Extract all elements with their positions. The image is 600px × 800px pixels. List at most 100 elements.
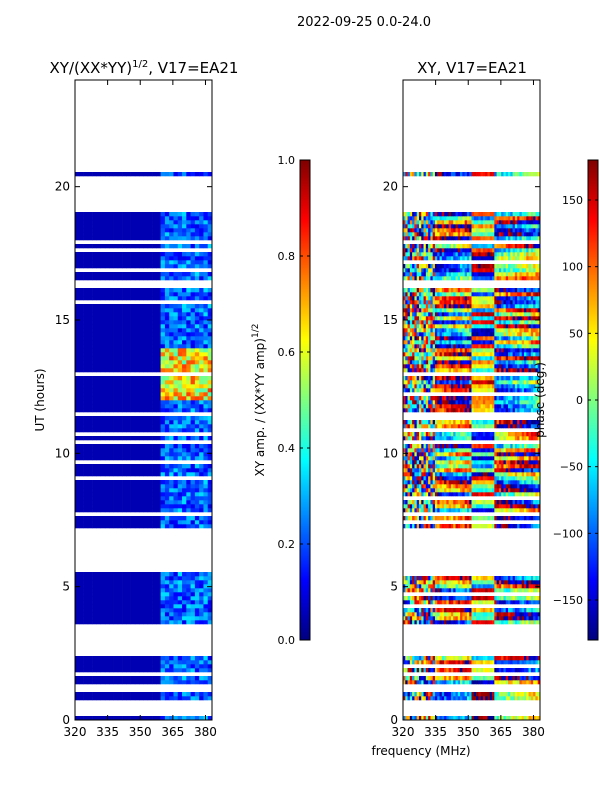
heatmap-cell [480,608,484,613]
heatmap-cell [117,376,123,381]
heatmap-cell [423,464,427,469]
heatmap-cell [434,452,438,457]
heatmap-cell [126,224,131,229]
heatmap-cell [100,224,106,229]
heatmap-cell [428,612,431,617]
heatmap-cell [130,596,136,601]
heatmap-cell [439,584,443,589]
heatmap-cell [96,676,101,681]
heatmap-cell [134,504,140,509]
heatmap-cell [460,668,463,673]
heatmap-cell [130,256,136,261]
heatmap-cell [207,364,213,369]
heatmap-cell [416,484,420,489]
heatmap-cell [462,492,465,497]
heatmap-cell [126,592,131,597]
phase-heatmap[interactable] [403,80,541,721]
heatmap-cell [139,612,144,617]
heatmap-cell [83,292,89,297]
heatmap-cell [194,448,200,453]
heatmap-cell [457,464,461,469]
heatmap-cell [405,516,408,521]
heatmap-cell [87,584,93,589]
heatmap-cell [421,464,424,469]
heatmap-cell [508,716,511,721]
heatmap-cell [79,692,84,697]
heatmap-cell [203,172,209,177]
heatmap-cell [113,600,119,605]
heatmap-cell [416,588,420,593]
heatmap-cell [519,476,523,481]
heatmap-cell [203,336,209,341]
heatmap-cell [83,316,89,321]
heatmap-cell [87,368,93,373]
heatmap-cell [83,456,89,461]
heatmap-cell [517,500,520,505]
heatmap-cell [96,368,101,373]
heatmap-cell [126,260,131,265]
heatmap-cell [492,620,495,625]
heatmap-cell [130,612,136,617]
heatmap-cell [164,380,170,385]
heatmap-cell [139,392,144,397]
heatmap-cell [199,360,204,365]
heatmap-cell [130,580,136,585]
heatmap-cell [444,588,447,593]
heatmap-cell [510,484,513,489]
heatmap-cell [87,480,93,485]
heatmap-cell [462,516,465,521]
heatmap-cell [423,600,427,605]
heatmap-cell [117,364,123,369]
heatmap-cell [457,680,461,685]
heatmap-cell [450,692,454,697]
heatmap-cell [104,488,110,493]
heatmap-cell [482,500,486,505]
heatmap-cell [182,328,187,333]
heatmap-cell [109,604,114,609]
heatmap-cell [485,580,488,585]
heatmap-cell [487,656,491,661]
heatmap-cell [469,608,472,613]
heatmap-cell [207,360,213,365]
heatmap-cell [182,272,187,277]
heatmap-cell [169,576,174,581]
heatmap-cell [122,716,127,721]
heatmap-cell [412,616,415,621]
heatmap-cell [169,612,174,617]
heatmap-cell [439,460,443,465]
heatmap-cell [75,336,80,341]
heatmap-cell [190,216,196,221]
amplitude-ratio-heatmap[interactable] [75,80,213,721]
heatmap-cell [130,604,136,609]
heatmap-cell [510,600,513,605]
heatmap-cell [126,588,131,593]
heatmap-cell [122,580,127,585]
heatmap-cell [126,352,131,357]
heatmap-cell [430,452,433,457]
heatmap-cell [510,716,513,721]
heatmap-cell [530,460,534,465]
heatmap-cell [79,224,84,229]
heatmap-cell [130,324,136,329]
heatmap-cell [143,340,149,345]
heatmap-cell [473,656,477,661]
heatmap-cell [186,408,191,413]
heatmap-cell [122,272,127,277]
heatmap-cell [83,516,89,521]
heatmap-cell [439,576,443,581]
heatmap-cell [199,480,204,485]
heatmap-cell [164,420,170,425]
heatmap-cell [460,716,463,721]
heatmap-cell [526,696,529,701]
heatmap-cell [412,608,415,613]
heatmap-cell [190,244,196,249]
heatmap-cell [139,516,144,521]
heatmap-cell [104,392,110,397]
heatmap-cell [526,588,529,593]
heatmap-cell [182,232,187,237]
heatmap-cell [405,576,408,581]
heatmap-cell [87,260,93,265]
heatmap-cell [428,492,431,497]
heatmap-cell [460,676,463,681]
heatmap-cell [134,500,140,505]
